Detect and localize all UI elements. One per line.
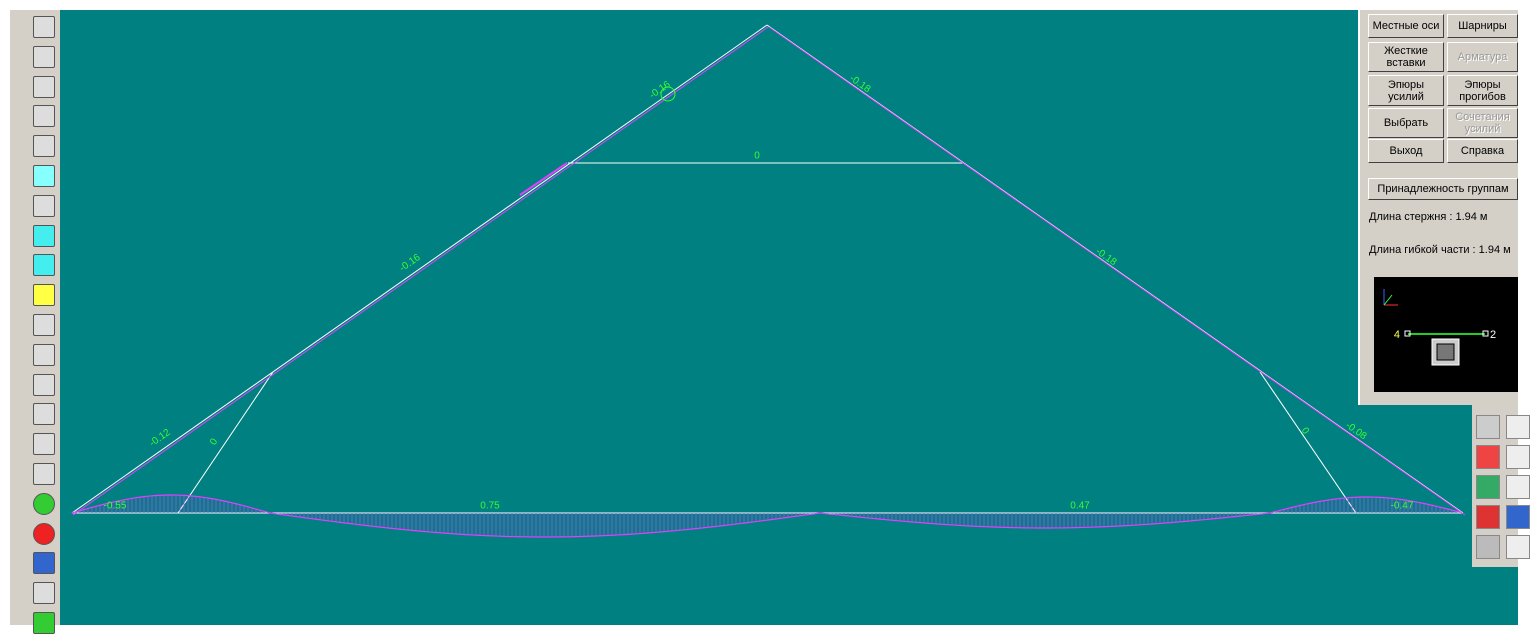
tool-button[interactable] — [33, 582, 55, 605]
tool-button[interactable] — [1476, 505, 1500, 529]
tool-button[interactable] — [33, 492, 55, 515]
tool-button[interactable] — [1476, 475, 1500, 499]
panel-button[interactable]: Выход — [1368, 139, 1444, 163]
force-label: 0.47 — [1070, 501, 1090, 512]
right-toolbar — [1472, 405, 1530, 567]
tool-button[interactable] — [33, 522, 55, 545]
tool-button[interactable] — [1506, 505, 1530, 529]
panel-button[interactable]: Выбрать — [1368, 108, 1444, 138]
force-label: 0.75 — [480, 501, 500, 512]
panel-button[interactable]: Эпюры прогибов — [1447, 75, 1518, 106]
group-button[interactable]: Принадлежность группам — [1368, 178, 1518, 200]
selection-marker — [660, 86, 676, 102]
tool-button[interactable] — [1506, 475, 1530, 499]
tool-button[interactable] — [33, 194, 55, 217]
tool-button[interactable] — [33, 373, 55, 396]
panel-button[interactable]: Справка — [1447, 139, 1518, 163]
axis — [1383, 294, 1393, 306]
tool-button[interactable] — [33, 75, 55, 98]
tool-button[interactable] — [33, 403, 55, 426]
tool-button[interactable] — [33, 165, 55, 187]
tool-button[interactable] — [1506, 415, 1530, 439]
info-text: Длина стержня : 1.94 м — [1369, 211, 1488, 223]
force-diagram — [71, 26, 1466, 538]
top-chord-left — [71, 24, 768, 514]
node-label: 2 — [1490, 329, 1496, 341]
tool-button[interactable] — [33, 45, 55, 68]
tool-button[interactable] — [33, 135, 55, 158]
panel-button[interactable]: Эпюры усилий — [1368, 75, 1444, 106]
tool-button[interactable] — [33, 314, 55, 336]
workspace — [60, 10, 1518, 625]
tool-button[interactable] — [33, 105, 55, 128]
panel-button[interactable]: Жесткие вставки — [1368, 42, 1444, 72]
tool-button[interactable] — [1506, 535, 1530, 559]
node — [1404, 330, 1411, 337]
tool-button[interactable] — [1506, 445, 1530, 469]
force-label: -0.47 — [1391, 501, 1414, 512]
tool-button[interactable] — [33, 612, 55, 634]
node-label: 4 — [1394, 329, 1400, 341]
tool-button[interactable] — [1476, 415, 1500, 439]
diagram-outline — [71, 494, 1461, 538]
diagonal-right — [1259, 371, 1357, 514]
chord-diagram — [519, 162, 568, 196]
panel-button[interactable]: Шарниры — [1447, 14, 1518, 38]
panel-button: Сочетания усилий — [1447, 108, 1518, 138]
panel-button: Арматура — [1447, 42, 1518, 72]
tool-button[interactable] — [33, 343, 55, 366]
info-text: Длина гибкой части : 1.94 м — [1369, 244, 1511, 256]
diagonal-left — [177, 371, 274, 514]
tool-button[interactable] — [33, 224, 55, 247]
chord-diagram — [72, 26, 769, 516]
tool-button[interactable] — [33, 254, 55, 277]
preview-svg: 4 2 — [1383, 289, 1496, 366]
element-preview: 4 2 — [1374, 277, 1518, 392]
tool-button[interactable] — [33, 16, 55, 38]
node — [1482, 330, 1489, 337]
force-label: 0 — [1299, 426, 1311, 437]
force-label: 0 — [754, 151, 760, 162]
tool-button[interactable] — [1476, 535, 1500, 559]
tool-button[interactable] — [1476, 445, 1500, 469]
tool-button[interactable] — [33, 463, 55, 485]
tool-button[interactable] — [33, 433, 55, 456]
tool-button[interactable] — [33, 552, 55, 575]
tool-button[interactable] — [33, 284, 55, 307]
panel-button[interactable]: Местные оси — [1368, 14, 1444, 38]
left-toolbar — [30, 10, 58, 634]
force-label: -0.55 — [104, 501, 127, 512]
section-inner — [1436, 343, 1455, 361]
chord-diagram — [768, 26, 1466, 516]
force-label: 0 — [208, 436, 220, 447]
